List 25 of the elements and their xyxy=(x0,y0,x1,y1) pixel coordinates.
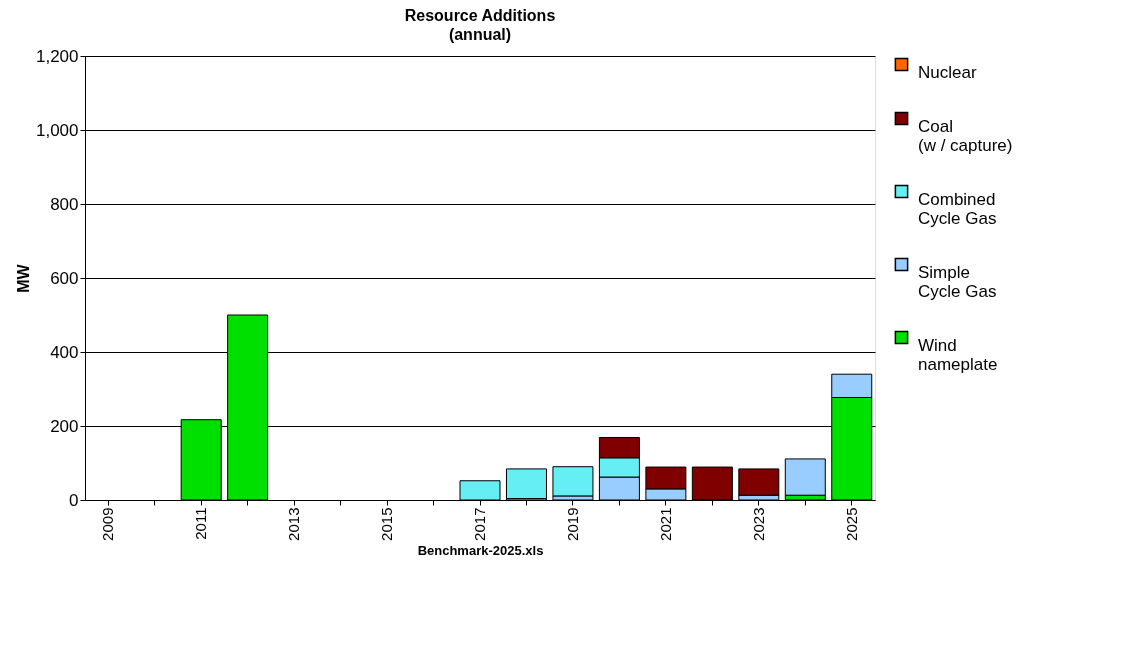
y-tick-label: 800 xyxy=(50,194,79,214)
legend-label: Wind nameplate xyxy=(918,335,998,374)
y-tick-label: 1,200 xyxy=(35,46,79,66)
x-tick-label: 2019 xyxy=(563,507,581,541)
x-tick-label: 2009 xyxy=(99,507,117,541)
legend-label: Combined Cycle Gas xyxy=(918,189,997,228)
x-tick-label: 2025 xyxy=(842,507,860,541)
legend-label: Coal (w / capture) xyxy=(918,116,1013,155)
y-axis-title: MW xyxy=(14,263,32,293)
x-tick-label: 2015 xyxy=(378,507,396,541)
x-tick-label: 2013 xyxy=(285,507,303,541)
chart-subtitle: (annual) xyxy=(448,26,512,43)
x-tick-label: 2023 xyxy=(749,507,767,541)
y-tick-label: 200 xyxy=(50,416,79,436)
x-axis-title: Benchmark-2025.xls xyxy=(417,542,544,558)
x-tick-label: 2011 xyxy=(192,507,210,540)
x-tick-label: 2017 xyxy=(471,507,488,541)
x-tick-label: 2021 xyxy=(656,507,674,541)
y-tick-label: 400 xyxy=(50,342,79,362)
y-tick-label: 0 xyxy=(69,490,79,510)
chart-title: Resource Additions xyxy=(404,7,556,24)
y-tick-label: 600 xyxy=(50,268,79,288)
legend-label: Nuclear xyxy=(918,62,977,82)
y-tick-label: 1,000 xyxy=(35,120,79,140)
legend-label: Simple Cycle Gas xyxy=(918,262,997,301)
